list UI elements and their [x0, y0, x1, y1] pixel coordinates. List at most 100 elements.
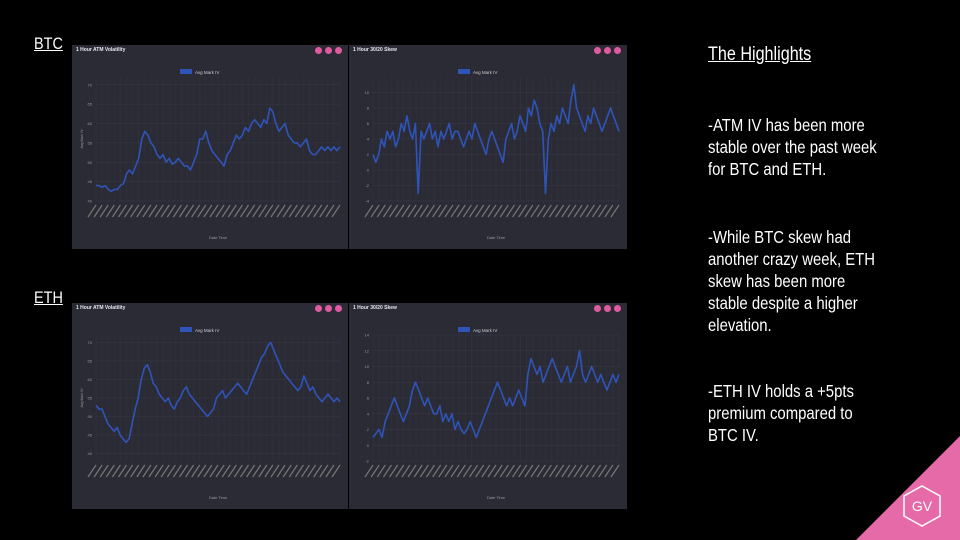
x-tick-label	[282, 204, 292, 218]
x-tick-label	[136, 464, 146, 478]
x-tick-label	[252, 464, 262, 478]
x-tick-label	[325, 464, 335, 478]
zoom-in-icon[interactable]	[594, 305, 601, 312]
x-tick-label	[179, 464, 188, 478]
zoom-out-icon[interactable]	[325, 47, 332, 54]
btc-atm-chart: Avg Mark IV 40 45 50 55 60 65 70 Avg Mark IV Date…	[80, 69, 341, 240]
eth-atm-chart: Avg Mark IV 40 45 50 55 60 65 70 Avg Mark IV Date…	[80, 327, 341, 500]
x-tick-label	[499, 464, 509, 478]
y-tick-label: -4	[365, 199, 369, 204]
eth-label: ETH	[34, 288, 63, 307]
x-tick-label	[246, 464, 256, 478]
y-tick-label: 2	[367, 152, 370, 157]
x-tick-label	[370, 204, 380, 218]
x-tick-label	[233, 204, 243, 218]
zoom-out-icon[interactable]	[604, 47, 611, 54]
highlights-title: The Highlights	[708, 44, 812, 65]
x-tick-label	[221, 464, 231, 478]
x-tick-label	[419, 204, 429, 218]
x-tick-label	[185, 204, 195, 218]
x-tick-label	[215, 464, 225, 478]
x-tick-label	[172, 204, 182, 218]
x-axis-label: Date Time	[487, 495, 506, 500]
x-tick-label	[592, 464, 602, 478]
x-tick-label	[331, 464, 341, 478]
download-icon[interactable]	[614, 47, 621, 54]
y-tick-label: 55	[88, 396, 93, 401]
x-tick-label	[172, 464, 182, 478]
x-axis-label: Date Time	[209, 495, 228, 500]
x-tick-label	[197, 464, 207, 478]
btc-skew-panel: 1 Hour 30/20 Skew Avg Mark IV -4 -2 0 2 4 6 8 10…	[349, 45, 627, 249]
x-tick-label	[313, 204, 323, 218]
eth-skew-title: 1 Hour 30/20 Skew	[353, 305, 397, 311]
x-tick-label	[395, 464, 405, 478]
x-tick-label	[598, 204, 608, 218]
x-tick-label	[389, 464, 399, 478]
x-tick-label	[258, 204, 268, 218]
x-tick-label	[536, 204, 546, 218]
x-tick-label	[111, 204, 121, 218]
x-tick-label	[413, 204, 423, 218]
zoom-out-icon[interactable]	[325, 305, 332, 312]
x-tick-label	[401, 464, 411, 478]
y-tick-label: 4	[367, 411, 370, 416]
highlight-premium: -ETH IV holds a +5pts premium compared t…	[708, 381, 854, 445]
x-tick-label	[118, 204, 127, 218]
x-tick-label	[142, 464, 152, 478]
legend-swatch	[180, 69, 192, 74]
x-tick-label	[160, 204, 170, 218]
x-tick-label	[555, 464, 565, 478]
x-tick-label	[518, 464, 528, 478]
x-tick-label	[579, 204, 589, 218]
x-tick-label	[227, 464, 237, 478]
x-tick-label	[444, 204, 454, 218]
btc-atm-toolbar	[315, 47, 342, 54]
x-tick-label	[148, 204, 158, 218]
x-tick-label	[258, 464, 268, 478]
x-tick-label	[413, 464, 423, 478]
y-tick-label: 14	[365, 333, 370, 338]
x-tick-label	[307, 204, 317, 218]
y-tick-label: 40	[88, 451, 93, 456]
x-tick-label	[585, 204, 595, 218]
download-icon[interactable]	[614, 305, 621, 312]
btc-skew-toolbar	[594, 47, 621, 54]
x-tick-label	[301, 464, 310, 478]
x-tick-label	[462, 464, 472, 478]
x-tick-label	[493, 464, 503, 478]
y-tick-label: 12	[365, 348, 370, 353]
x-tick-label	[585, 464, 595, 478]
x-tick-label	[301, 204, 310, 218]
x-tick-label	[264, 204, 274, 218]
x-tick-label	[364, 464, 374, 478]
x-tick-label	[179, 204, 188, 218]
legend-label: Avg Mark IV	[195, 328, 219, 333]
legend-swatch	[458, 327, 470, 332]
y-tick-label: 8	[367, 380, 370, 385]
x-tick-label	[227, 204, 237, 218]
x-tick-label	[536, 464, 546, 478]
x-tick-label	[456, 204, 466, 218]
zoom-in-icon[interactable]	[315, 305, 322, 312]
download-icon[interactable]	[335, 47, 342, 54]
highlight-atm: -ATM IV has been more stable over the pa…	[708, 115, 877, 179]
series-line	[372, 83, 620, 195]
eth-atm-title: 1 Hour ATM Volatility	[76, 305, 126, 311]
zoom-out-icon[interactable]	[604, 305, 611, 312]
x-tick-label	[233, 464, 243, 478]
x-tick-label	[252, 204, 262, 218]
x-tick-label	[518, 204, 528, 218]
zoom-in-icon[interactable]	[594, 47, 601, 54]
x-tick-label	[395, 204, 405, 218]
x-tick-label	[475, 464, 485, 478]
y-tick-label: 6	[367, 121, 370, 126]
download-icon[interactable]	[335, 305, 342, 312]
x-tick-label	[401, 204, 411, 218]
x-tick-label	[221, 204, 231, 218]
zoom-in-icon[interactable]	[315, 47, 322, 54]
y-tick-label: 60	[88, 121, 93, 126]
x-tick-label	[246, 204, 256, 218]
y-tick-label: 0	[367, 443, 370, 448]
x-tick-label	[288, 464, 298, 478]
